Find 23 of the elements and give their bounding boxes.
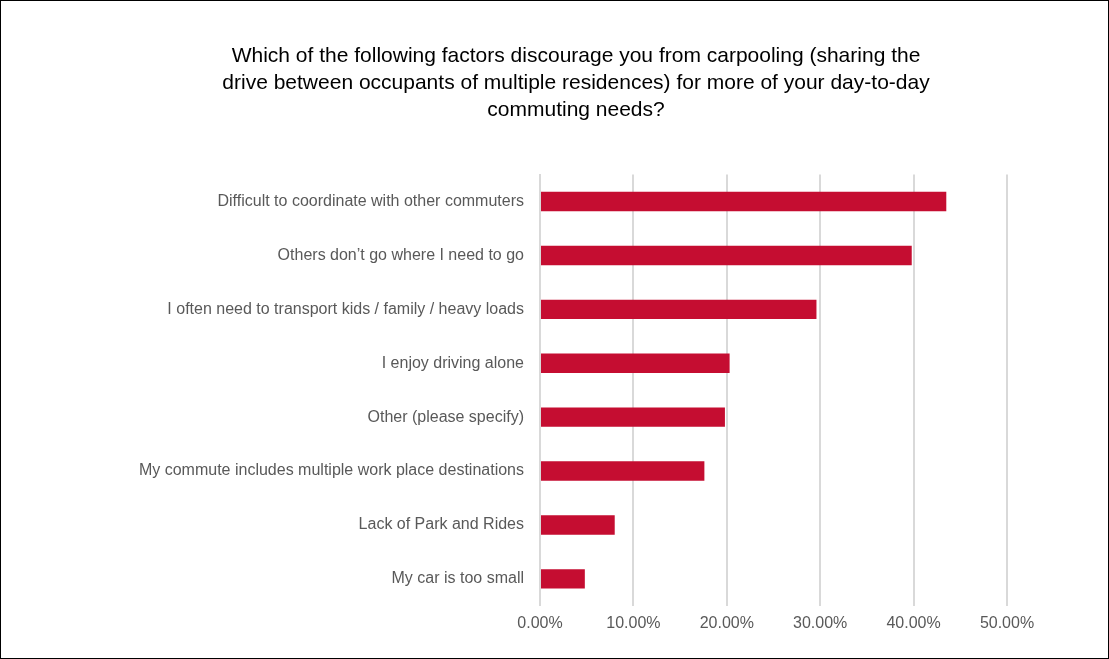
y-tick-label: Others don’t go where I need to go xyxy=(277,245,525,263)
bar xyxy=(541,569,585,589)
x-tick-label: 40.00% xyxy=(886,613,941,631)
bar xyxy=(541,299,817,320)
chart-title: Which of the following factors discourage you from carpooling (sharing the drive between occupants of multiple residences) for more of your day-to-day commuting needs? xyxy=(221,42,931,122)
bar xyxy=(541,191,947,212)
bar xyxy=(541,245,912,266)
x-tick-label: 0.00% xyxy=(517,613,563,631)
x-tick-label: 30.00% xyxy=(793,613,848,631)
bar xyxy=(541,407,725,427)
y-tick-label: I enjoy driving alone xyxy=(381,353,525,371)
x-tick-label: 50.00% xyxy=(979,613,1035,631)
y-tick-label: Difficult to coordinate with other commuters xyxy=(217,191,524,209)
bar xyxy=(541,461,705,481)
y-tick-label: Lack of Park and Rides xyxy=(358,515,524,533)
y-tick-label: My car is too small xyxy=(391,569,524,587)
y-tick-label: My commute includes multiple work place destinations xyxy=(138,461,524,479)
x-tick-label: 20.00% xyxy=(699,613,754,631)
y-tick-label: I often need to transport kids / family / heavy loads xyxy=(167,299,524,317)
y-tick-label: Other (please specify) xyxy=(367,407,524,425)
bar xyxy=(541,353,730,373)
bar xyxy=(541,515,615,535)
x-tick-label: 10.00% xyxy=(606,613,661,631)
